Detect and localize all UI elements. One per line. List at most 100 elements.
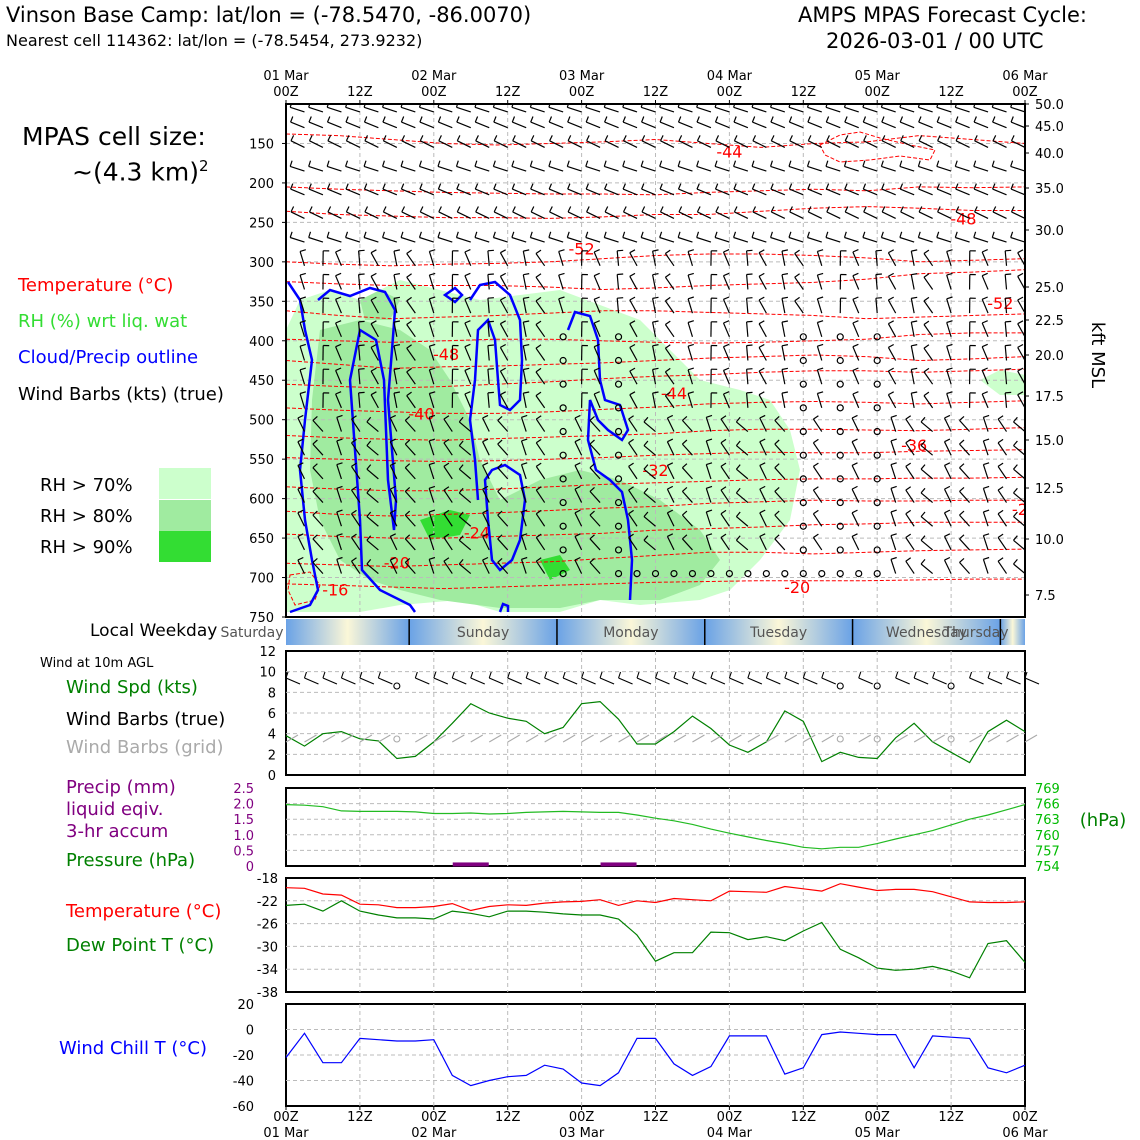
wind-barb-shaft <box>746 345 749 361</box>
calm-wind-marker <box>614 498 623 507</box>
temp-tick-label: -30 <box>257 940 278 955</box>
wind-barb-shaft <box>428 440 435 456</box>
wind-barb-shaft <box>574 441 583 456</box>
wind-barb-shaft <box>997 442 1008 456</box>
wind-barb-shaft <box>752 188 767 196</box>
wind-barb-flag <box>983 485 990 489</box>
surface-barb-true-flag <box>969 671 973 679</box>
wind-barb-flag <box>548 183 553 190</box>
pressure-tick-label: 650 <box>249 532 274 547</box>
wind-barb-flag <box>759 438 766 443</box>
wind-barb-flag <box>774 463 780 469</box>
wind-barb-shaft <box>530 140 545 148</box>
wind-barb-flag <box>774 439 780 445</box>
wind-barb-flag <box>983 556 990 560</box>
wind-barb-shaft <box>774 467 786 480</box>
wind-barb-shaft <box>959 419 971 432</box>
wind-barb-flag <box>687 272 694 276</box>
wind-barb-shaft <box>681 467 693 480</box>
wind-barb-shaft <box>1011 140 1025 148</box>
wind-barb-flag <box>464 391 471 395</box>
wind-barb-shaft <box>458 468 472 480</box>
wind-barb-flag <box>500 320 506 325</box>
temp-contour-label: -36 <box>901 436 927 455</box>
wind-barb-flag <box>566 231 570 238</box>
legend-rh70-label: RH > 70% <box>40 475 133 496</box>
wind-barb-flag <box>464 343 471 348</box>
wind-barb-flag <box>954 160 958 167</box>
wind-barb-flag <box>735 416 741 423</box>
wind-barb-shaft <box>604 140 619 148</box>
surface-barb-true-flag <box>821 671 825 679</box>
wind-barb-shaft <box>589 561 601 574</box>
wind-barb-shaft <box>336 488 342 503</box>
wind-barb-shaft <box>852 322 860 338</box>
wind-barb-flag <box>937 206 941 213</box>
wind-barb-flag <box>817 272 824 276</box>
weekday-band <box>286 619 410 645</box>
bottom-hour-label: 00Z <box>421 1110 447 1125</box>
wind-barb-shaft <box>475 188 490 196</box>
wind-barb-flag <box>277 250 282 253</box>
wind-barb-flag <box>1010 183 1014 190</box>
wind-barb-flag <box>326 183 331 190</box>
wind-barb-shaft <box>844 106 859 113</box>
wind-barb-flag <box>1017 343 1024 348</box>
wind-barb-shaft <box>720 537 730 551</box>
surface-barb-true-flag <box>599 671 603 679</box>
wind-barb-shaft <box>918 188 933 196</box>
surface-barb-grid <box>710 734 724 743</box>
wind-barb-shaft <box>487 321 490 337</box>
calm-wind-marker <box>614 569 623 578</box>
wind-barb-flag <box>746 344 753 347</box>
wind-barb-flag <box>406 320 412 325</box>
wind-barb-shaft <box>722 393 730 409</box>
top-hour-label: 12Z <box>643 85 669 100</box>
wind-barb-flag <box>759 509 766 514</box>
temp-contour-2 <box>286 206 1025 219</box>
wind-barb-flag <box>813 415 819 420</box>
wind-barb-shaft <box>629 276 638 290</box>
wind-barb-flag <box>759 414 766 419</box>
wind-barb-shaft <box>678 121 693 129</box>
wind-barb-shaft <box>499 323 509 338</box>
surface-barb-true <box>599 677 615 685</box>
wind-barb-shaft <box>586 211 601 219</box>
wind-barb-flag <box>659 116 663 123</box>
wind-barb-flag <box>475 206 479 213</box>
wind-barb-shaft <box>981 370 989 385</box>
wind-barb-flag <box>720 509 727 515</box>
wind-barb-flag <box>1017 391 1024 396</box>
wind-barb-shaft <box>512 211 527 219</box>
wind-barb-flag <box>643 464 649 470</box>
wind-barb-flag <box>382 183 386 190</box>
wind-barb-shaft <box>558 298 564 314</box>
wind-barb-flag <box>813 438 819 444</box>
wind-barb-shaft <box>659 236 675 243</box>
cross-section-plot: -44-48-52-52-48-44-40-36-32-28-24-20-20-… <box>277 104 1025 617</box>
wind-barb-flag <box>482 509 489 514</box>
wind-barb-shaft <box>736 539 749 551</box>
wind-barb-shaft <box>567 140 582 148</box>
wind-barb-shaft <box>982 511 989 527</box>
wind-barb-shaft <box>946 346 952 361</box>
wind-barb-shaft <box>458 421 472 432</box>
wind-barb-flag <box>390 509 396 514</box>
calm-wind-marker <box>614 427 623 436</box>
wind-barb-flag <box>297 414 304 419</box>
bottom-hour-label: 00Z <box>864 1110 890 1125</box>
legend-windspd: Wind Spd (kts) <box>66 677 198 698</box>
wind-barb-shaft <box>549 211 564 219</box>
wind-barb-shaft <box>899 188 915 196</box>
wind-barb-shaft <box>816 274 823 290</box>
wind-barb-shaft <box>604 121 619 129</box>
wind-barb-flag <box>455 231 459 238</box>
wind-barb-flag <box>826 206 830 213</box>
wind-barb-flag <box>665 296 671 302</box>
wind-barb-shaft <box>327 211 342 219</box>
wind-barb-flag <box>393 296 401 299</box>
temp-contour-closed <box>819 131 936 163</box>
wind-barb-shaft <box>393 369 398 385</box>
wind-barb-shaft <box>715 121 730 129</box>
wind-barb-shaft <box>400 106 416 113</box>
